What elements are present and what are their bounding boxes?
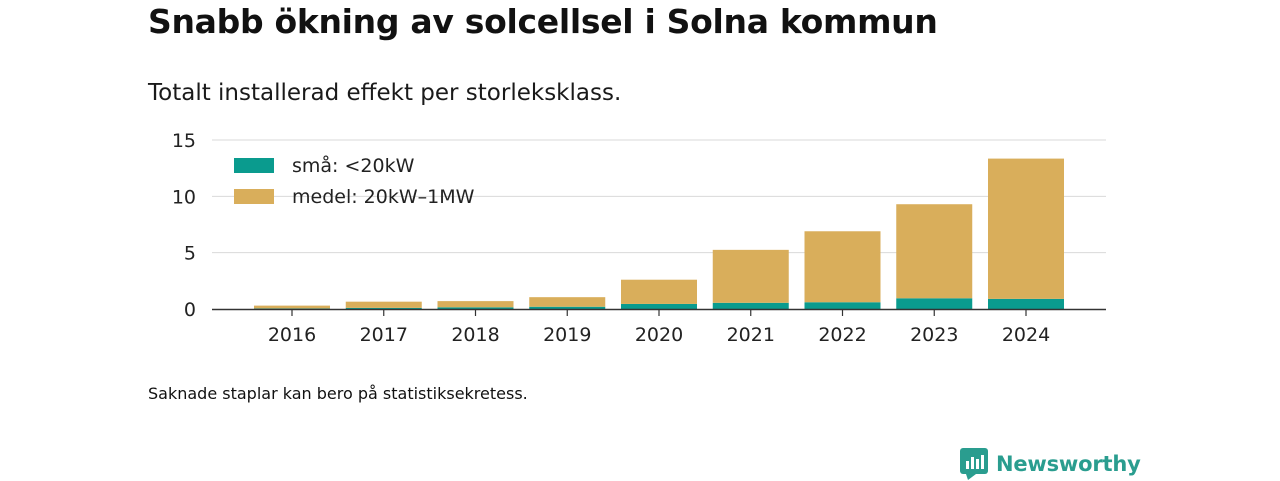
y-tick-label: 5: [184, 243, 196, 265]
x-tick-label: 2020: [635, 324, 683, 346]
bar-segment-medel: [529, 297, 606, 307]
bar-segment-medel: [254, 305, 330, 309]
x-tick-label: 2021: [727, 324, 775, 346]
x-tick-label: 2023: [910, 324, 958, 346]
bar-segment-sma: [621, 303, 697, 309]
x-tick-label: 2019: [543, 324, 591, 346]
x-tick-label: 2016: [268, 324, 316, 346]
bar-segment-medel: [804, 231, 881, 303]
chart-subtitle: Totalt installerad effekt per storlekskl…: [148, 80, 622, 106]
y-tick-label: 10: [172, 186, 196, 208]
bar-segment-medel: [437, 301, 514, 308]
chart-title: Snabb ökning av solcellsel i Solna kommu…: [148, 2, 938, 41]
bar-segment-sma: [437, 307, 514, 309]
brand-logo: Newsworthy: [960, 447, 1141, 481]
x-tick-label: 2018: [451, 324, 499, 346]
legend: små: <20kW medel: 20kW–1MW: [234, 154, 475, 208]
bar-segment-medel: [712, 249, 789, 303]
legend-swatch: [234, 189, 274, 204]
bar-segment-sma: [345, 307, 422, 309]
footnote: Saknade staplar kan bero på statistiksek…: [148, 384, 528, 403]
legend-label: små: <20kW: [292, 154, 415, 177]
brand-name: Newsworthy: [996, 452, 1141, 476]
y-tick-label: 0: [184, 299, 196, 321]
bar-segment-sma: [804, 302, 881, 309]
bar-segment-medel: [345, 301, 422, 308]
x-tick-label: 2024: [1002, 324, 1050, 346]
x-tick-label: 2017: [360, 324, 408, 346]
bar-segment-sma: [712, 302, 789, 309]
bar-segment-medel: [896, 204, 973, 299]
bar-segment-medel: [988, 158, 1064, 299]
legend-label: medel: 20kW–1MW: [292, 186, 475, 208]
bars: [254, 158, 1064, 309]
x-tick-label: 2022: [818, 324, 866, 346]
legend-swatch: [234, 158, 274, 173]
bar-segment-medel: [621, 279, 697, 304]
bar-segment-sma: [254, 308, 330, 309]
newsworthy-logo-icon: [960, 448, 988, 480]
y-tick-label: 15: [172, 130, 196, 152]
stacked-bar-chart: 0 5 10 15 2016 2017 2018 2019 2020 2021 2022 2023 20…: [172, 130, 1106, 346]
bar-segment-sma: [896, 298, 973, 309]
axes: 0 5 10 15 2016 2017 2018 2019 2020 2021 2022 2023 20…: [172, 130, 1106, 346]
bar-segment-sma: [988, 298, 1064, 309]
bar-segment-sma: [529, 306, 606, 309]
